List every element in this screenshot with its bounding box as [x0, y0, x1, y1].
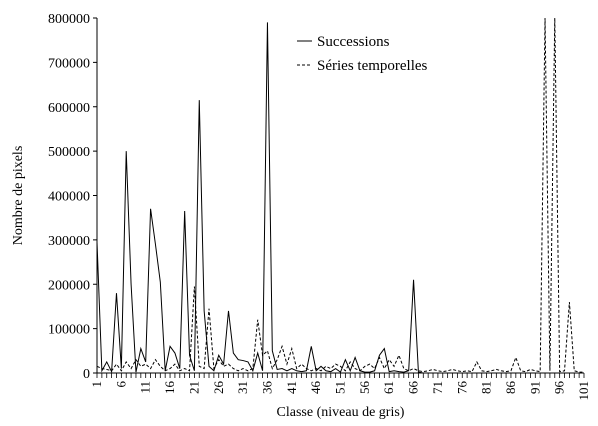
y-tick-label: 800000 — [48, 12, 90, 27]
x-tick-label: 1 — [89, 381, 104, 388]
legend-label-series-temporelles: Séries temporelles — [317, 58, 428, 74]
y-tick-label: 300000 — [48, 234, 90, 249]
series-layer — [97, 17, 584, 373]
y-tick-label: 700000 — [48, 56, 90, 71]
y-axis-ticks: 0 100000 200000 300000 400000 500000 600000 700… — [48, 12, 97, 382]
x-tick-label: 76 — [454, 381, 469, 395]
y-axis-title: Nombre de pixels — [11, 146, 26, 246]
x-axis-ticks: 1 6 11 16 21 26 31 36 41 46 51 56 61 66 71 76 81 86 91 96 10… — [89, 373, 591, 401]
plot-area: 0 100000 200000 300000 400000 500000 600000 700… — [48, 12, 591, 401]
x-tick-label: 91 — [527, 381, 542, 394]
y-tick-label: 500000 — [48, 145, 90, 160]
y-tick-label: 200000 — [48, 278, 90, 293]
y-tick-label: 0 — [83, 367, 90, 382]
y-tick-label: 600000 — [48, 101, 90, 116]
y-tick-label: 400000 — [48, 190, 90, 205]
x-tick-label: 56 — [357, 381, 372, 395]
x-tick-label: 96 — [552, 381, 567, 395]
x-tick-label: 36 — [259, 381, 274, 395]
legend-label-successions: Successions — [317, 34, 390, 50]
x-tick-label: 51 — [333, 381, 348, 394]
series-line-series-temporelles — [97, 17, 584, 373]
x-tick-label: 11 — [138, 381, 153, 394]
x-tick-label: 41 — [284, 381, 299, 394]
x-tick-label: 101 — [576, 381, 591, 401]
x-axis-title: Classe (niveau de gris) — [277, 405, 405, 420]
x-tick-label: 31 — [235, 381, 250, 394]
x-tick-label: 61 — [381, 381, 396, 394]
x-tick-label: 26 — [211, 381, 226, 395]
x-tick-label: 6 — [113, 381, 128, 388]
x-tick-label: 46 — [308, 381, 323, 395]
x-tick-label: 21 — [186, 381, 201, 394]
series-line-successions — [97, 22, 584, 373]
x-tick-label: 16 — [162, 381, 177, 395]
x-tick-label: 66 — [406, 381, 421, 395]
y-tick-label: 100000 — [48, 323, 90, 338]
x-tick-label: 86 — [503, 381, 518, 395]
x-tick-label: 81 — [479, 381, 494, 394]
legend: Successions Séries temporelles — [297, 34, 428, 74]
x-tick-label: 71 — [430, 381, 445, 394]
